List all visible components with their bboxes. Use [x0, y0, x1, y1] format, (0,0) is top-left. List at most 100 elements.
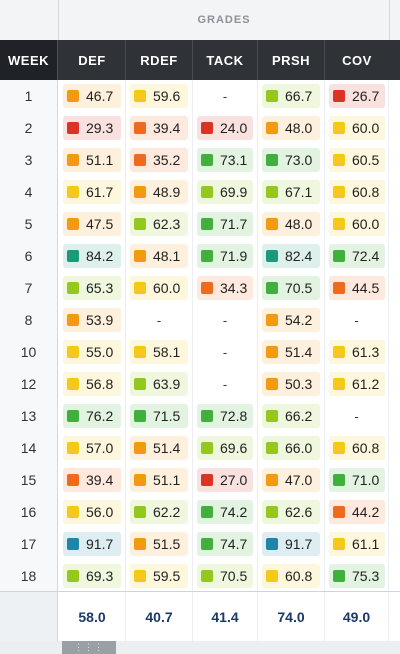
grade-cell-tack[interactable]: - [193, 368, 258, 400]
grade-cell-def[interactable]: 91.7 [59, 528, 126, 560]
grade-cell-cov[interactable]: 44.2 [325, 496, 389, 528]
column-header-tack[interactable]: TACK [206, 52, 244, 68]
grade-cell-prsh[interactable]: 67.1 [258, 176, 325, 208]
grade-cell-def[interactable]: 29.3 [59, 112, 126, 144]
grade-cell-def[interactable]: 76.2 [59, 400, 126, 432]
grade-cell-prsh[interactable]: 48.0 [258, 208, 325, 240]
grade-cell-prsh[interactable]: 66.7 [258, 80, 325, 112]
grade-cell-cov[interactable]: 26.7 [325, 80, 389, 112]
grade-cell-def[interactable]: 69.3 [59, 560, 126, 592]
grade-cell-cov[interactable]: 61.1 [325, 528, 389, 560]
grade-cell-tack[interactable]: 74.7 [193, 528, 258, 560]
grade-cell-prsh[interactable]: 47.0 [258, 464, 325, 496]
grade-value: 47.5 [86, 216, 114, 232]
grade-cell-prsh[interactable]: 66.2 [258, 400, 325, 432]
column-header-week[interactable]: WEEK [0, 40, 58, 80]
grade-cell-prsh[interactable]: 66.0 [258, 432, 325, 464]
grade-cell-prsh[interactable]: 50.3 [258, 368, 325, 400]
grade-color-swatch-icon [266, 442, 278, 454]
grade-cell-cov[interactable]: 60.5 [325, 144, 389, 176]
grade-cell-def[interactable]: 56.0 [59, 496, 126, 528]
grade-value: 60.8 [285, 568, 313, 584]
grade-cell-tack[interactable]: - [193, 80, 258, 112]
grade-cell-cov[interactable]: 72.4 [325, 240, 389, 272]
grade-cell-tack[interactable]: 24.0 [193, 112, 258, 144]
grade-cell-rdef[interactable]: 39.4 [126, 112, 193, 144]
grade-cell-rdef[interactable]: 48.9 [126, 176, 193, 208]
grade-cell-rdef[interactable]: 51.1 [126, 464, 193, 496]
grade-cell-tack[interactable]: 69.6 [193, 432, 258, 464]
grade-cell-def[interactable]: 56.8 [59, 368, 126, 400]
grade-cell-rdef[interactable]: 71.5 [126, 400, 193, 432]
grade-chip: 51.4 [130, 436, 188, 460]
grade-cell-cov[interactable]: 61.3 [325, 336, 389, 368]
grade-cell-rdef[interactable]: 62.2 [126, 496, 193, 528]
grade-cell-tack[interactable]: 34.3 [193, 272, 258, 304]
grade-cell-def[interactable]: 65.3 [59, 272, 126, 304]
column-header-cov[interactable]: COV [342, 52, 372, 68]
grade-cell-tack[interactable]: 70.5 [193, 560, 258, 592]
grade-cell-cov[interactable]: 60.8 [325, 432, 389, 464]
grade-cell-prsh[interactable]: 82.4 [258, 240, 325, 272]
grade-cell-prsh[interactable]: 51.4 [258, 336, 325, 368]
grade-cell-rdef[interactable]: 51.4 [126, 432, 193, 464]
grade-cell-prsh[interactable]: 73.0 [258, 144, 325, 176]
grade-cell-rdef[interactable]: 51.5 [126, 528, 193, 560]
column-header-def[interactable]: DEF [78, 52, 106, 68]
grade-cell-rdef[interactable]: 59.5 [126, 560, 193, 592]
grade-chip: 71.7 [197, 212, 253, 236]
grade-color-swatch-icon [134, 282, 146, 294]
grade-cell-rdef[interactable]: 48.1 [126, 240, 193, 272]
grade-cell-def[interactable]: 57.0 [59, 432, 126, 464]
grade-cell-prsh[interactable]: 62.6 [258, 496, 325, 528]
grade-chip: 48.0 [262, 212, 320, 236]
grade-cell-rdef[interactable]: 60.0 [126, 272, 193, 304]
grade-cell-tack[interactable]: - [193, 336, 258, 368]
grade-cell-tack[interactable]: 71.7 [193, 208, 258, 240]
grade-cell-prsh[interactable]: 60.8 [258, 560, 325, 592]
grade-cell-rdef[interactable]: 35.2 [126, 144, 193, 176]
grade-cell-tack[interactable]: 74.2 [193, 496, 258, 528]
grade-cell-tack[interactable]: 27.0 [193, 464, 258, 496]
column-header-prsh[interactable]: PRSH [271, 52, 311, 68]
summary-def: 58.0 [59, 592, 126, 642]
grade-cell-rdef[interactable]: 58.1 [126, 336, 193, 368]
grade-chip: 53.9 [63, 308, 121, 332]
grade-cell-rdef[interactable]: 63.9 [126, 368, 193, 400]
column-header-rdef[interactable]: RDEF [140, 52, 178, 68]
week-cell: 10 [0, 336, 58, 368]
grade-cell-prsh[interactable]: 54.2 [258, 304, 325, 336]
grade-cell-tack[interactable]: 71.9 [193, 240, 258, 272]
grade-cell-def[interactable]: 55.0 [59, 336, 126, 368]
grade-cell-cov[interactable]: 60.8 [325, 176, 389, 208]
grade-cell-tack[interactable]: 73.1 [193, 144, 258, 176]
grade-cell-cov[interactable]: - [325, 400, 389, 432]
grade-cell-rdef[interactable]: - [126, 304, 193, 336]
column-header-row: WEEK DEF RDEF TACK PRSH COV [0, 40, 400, 80]
grade-cell-def[interactable]: 53.9 [59, 304, 126, 336]
grade-cell-cov[interactable]: 61.2 [325, 368, 389, 400]
grade-cell-tack[interactable]: 69.9 [193, 176, 258, 208]
grade-cell-def[interactable]: 51.1 [59, 144, 126, 176]
grade-cell-def[interactable]: 47.5 [59, 208, 126, 240]
grade-cell-cov[interactable]: 71.0 [325, 464, 389, 496]
grade-cell-def[interactable]: 46.7 [59, 80, 126, 112]
grade-cell-tack[interactable]: - [193, 304, 258, 336]
grade-cell-cov[interactable]: 60.0 [325, 112, 389, 144]
grade-cell-cov[interactable]: 44.5 [325, 272, 389, 304]
horizontal-scrollbar-thumb[interactable]: ⋮⋮⋮ [62, 641, 116, 654]
grade-cell-def[interactable]: 84.2 [59, 240, 126, 272]
grade-cell-def[interactable]: 61.7 [59, 176, 126, 208]
grade-cell-cov[interactable]: 60.0 [325, 208, 389, 240]
grade-cell-prsh[interactable]: 48.0 [258, 112, 325, 144]
grade-cell-rdef[interactable]: 62.3 [126, 208, 193, 240]
grade-color-swatch-icon [266, 410, 278, 422]
grade-cell-cov[interactable]: - [325, 304, 389, 336]
grade-cell-cov[interactable]: 75.3 [325, 560, 389, 592]
grade-cell-def[interactable]: 39.4 [59, 464, 126, 496]
grade-cell-prsh[interactable]: 91.7 [258, 528, 325, 560]
grade-cell-tack[interactable]: 72.8 [193, 400, 258, 432]
horizontal-scrollbar-track[interactable] [0, 641, 400, 654]
grade-cell-rdef[interactable]: 59.6 [126, 80, 193, 112]
grade-cell-prsh[interactable]: 70.5 [258, 272, 325, 304]
